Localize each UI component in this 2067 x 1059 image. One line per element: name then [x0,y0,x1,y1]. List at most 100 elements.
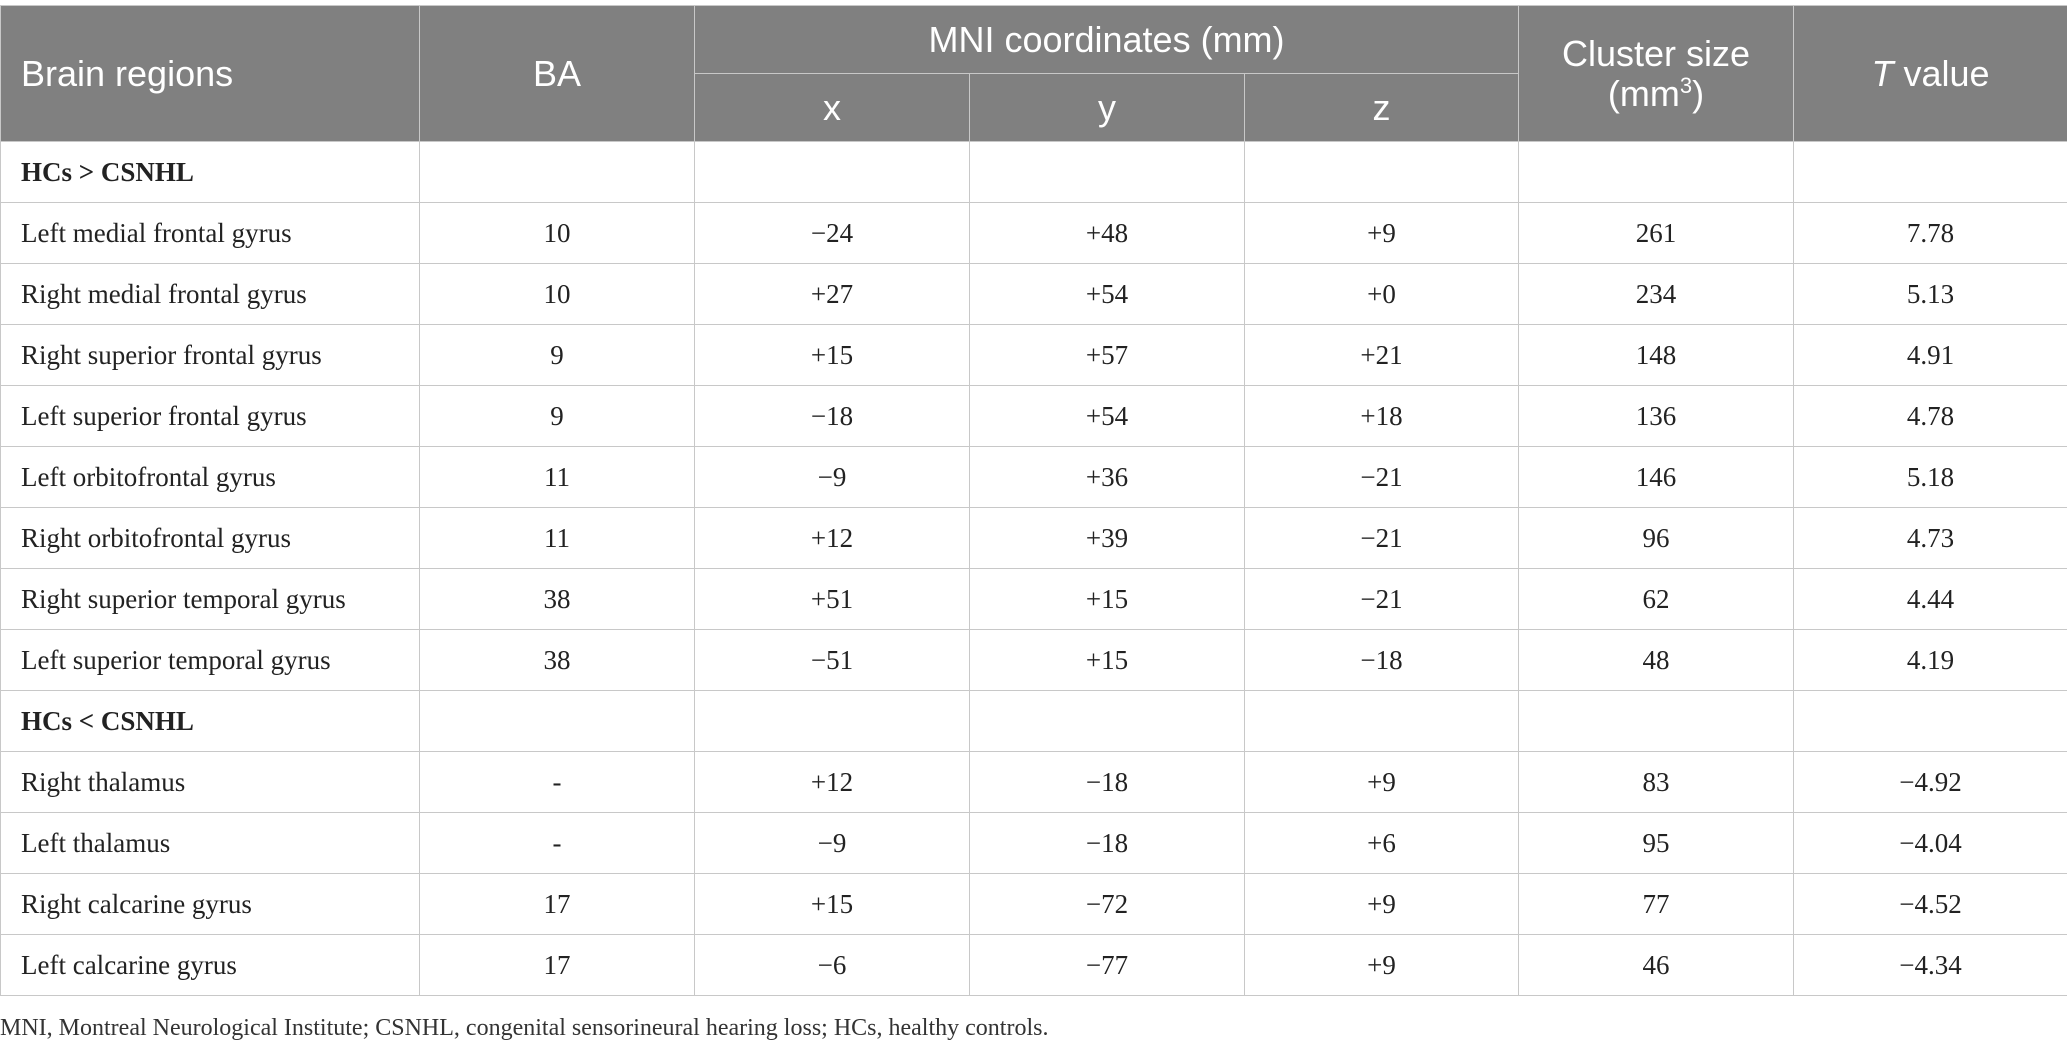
y-cell: +15 [969,629,1245,691]
z-cell: +9 [1243,202,1520,264]
cluster-size-cell: 146 [1518,446,1795,508]
region-cell: Right superior temporal gyrus [0,568,420,630]
header-y: y [969,73,1245,142]
ba-cell: 17 [419,873,695,935]
table-row: Right calcarine gyrus 17 +15 −72 +9 77 −4.52 [0,873,2067,935]
z-cell: +18 [1243,385,1520,447]
header-cluster-size-label: Cluster size [1561,32,1751,74]
table-row: Left thalamus - −9 −18 +6 95 −4.04 [0,812,2067,874]
ba-cell [419,141,695,203]
table-row: Left calcarine gyrus 17 −6 −77 +9 46 −4.34 [0,934,2067,996]
cluster-size-cell: 62 [1518,568,1795,630]
y-cell: −72 [969,873,1245,935]
z-cell: −21 [1243,507,1520,569]
ba-cell: - [419,751,695,813]
cluster-size-cell: 83 [1518,751,1795,813]
region-cell: Right superior frontal gyrus [0,324,420,386]
t-value-cell [1793,141,2067,203]
table-row: Left orbitofrontal gyrus 11 −9 +36 −21 146 5.1… [0,446,2067,508]
header-cluster-unit-base: (mm [1607,72,1680,114]
x-cell: +51 [694,568,970,630]
cluster-size-cell: 46 [1518,934,1795,996]
results-table: Brain regions BA MNI coordinates (mm) Cl… [0,5,2067,996]
ba-cell: - [419,812,695,874]
y-cell: +39 [969,507,1245,569]
cluster-size-cell: 48 [1518,629,1795,691]
t-value-cell: 5.18 [1793,446,2067,508]
region-cell: Left calcarine gyrus [0,934,420,996]
table-row: Right medial frontal gyrus 10 +27 +54 +0 234 5… [0,263,2067,325]
ba-cell: 38 [419,629,695,691]
header-cluster-unit-sup: 3 [1679,72,1693,98]
header-ba: BA [419,5,695,142]
y-cell: +15 [969,568,1245,630]
y-cell: +57 [969,324,1245,386]
header-t-italic: T [1871,52,1894,94]
x-cell: −6 [694,934,970,996]
y-cell: +54 [969,385,1245,447]
y-cell: +54 [969,263,1245,325]
z-cell: −21 [1243,446,1520,508]
table-row: Left medial frontal gyrus 10 −24 +48 +9 261 7.… [0,202,2067,264]
x-cell: +12 [694,751,970,813]
cluster-size-cell [1518,690,1795,752]
x-cell: −51 [694,629,970,691]
y-cell [969,141,1245,203]
cluster-size-cell: 234 [1518,263,1795,325]
x-cell: −9 [694,446,970,508]
y-cell: +36 [969,446,1245,508]
z-cell: −21 [1243,568,1520,630]
z-cell [1243,690,1520,752]
t-value-cell [1793,690,2067,752]
x-cell: +12 [694,507,970,569]
x-cell [694,141,970,203]
region-cell: Left orbitofrontal gyrus [0,446,420,508]
x-cell: −24 [694,202,970,264]
x-cell: −9 [694,812,970,874]
t-value-cell: 4.19 [1793,629,2067,691]
cluster-size-cell: 136 [1518,385,1795,447]
region-cell: Right thalamus [0,751,420,813]
region-cell: Left superior temporal gyrus [0,629,420,691]
y-cell: −18 [969,812,1245,874]
z-cell: +9 [1243,873,1520,935]
t-value-cell: 4.44 [1793,568,2067,630]
section-row: HCs > CSNHL [0,141,2067,203]
table-row: Left superior temporal gyrus 38 −51 +15 −18 4… [0,629,2067,691]
region-cell: Left superior frontal gyrus [0,385,420,447]
header-cluster-size: Cluster size (mm3) [1518,5,1795,142]
t-value-cell: 4.91 [1793,324,2067,386]
header-x: x [694,73,970,142]
table-footnote: MNI, Montreal Neurological Institute; CS… [0,1015,1049,1041]
table-header: Brain regions BA MNI coordinates (mm) Cl… [0,5,2067,142]
header-cluster-unit-close: ) [1692,72,1705,114]
t-value-cell: 5.13 [1793,263,2067,325]
t-value-cell: −4.04 [1793,812,2067,874]
cluster-size-cell: 95 [1518,812,1795,874]
t-value-cell: 7.78 [1793,202,2067,264]
y-cell: −18 [969,751,1245,813]
z-cell: +9 [1243,934,1520,996]
region-cell: Right calcarine gyrus [0,873,420,935]
ba-cell: 9 [419,324,695,386]
t-value-cell: 4.73 [1793,507,2067,569]
t-value-cell: −4.34 [1793,934,2067,996]
z-cell: +21 [1243,324,1520,386]
z-cell: −18 [1243,629,1520,691]
z-cell: +0 [1243,263,1520,325]
ba-cell: 10 [419,263,695,325]
ba-cell: 11 [419,446,695,508]
t-value-cell: 4.78 [1793,385,2067,447]
cluster-size-cell: 77 [1518,873,1795,935]
z-cell: +6 [1243,812,1520,874]
x-cell: +15 [694,873,970,935]
ba-cell: 38 [419,568,695,630]
ba-cell: 10 [419,202,695,264]
table-row: Right thalamus - +12 −18 +9 83 −4.92 [0,751,2067,813]
t-value-cell: −4.92 [1793,751,2067,813]
table-row: Right superior temporal gyrus 38 +51 +15 −21… [0,568,2067,630]
header-t-value: T value [1793,5,2067,142]
region-cell: HCs < CSNHL [0,690,420,752]
table-row: Right orbitofrontal gyrus 11 +12 +39 −21 96 4.… [0,507,2067,569]
region-cell: Right medial frontal gyrus [0,263,420,325]
